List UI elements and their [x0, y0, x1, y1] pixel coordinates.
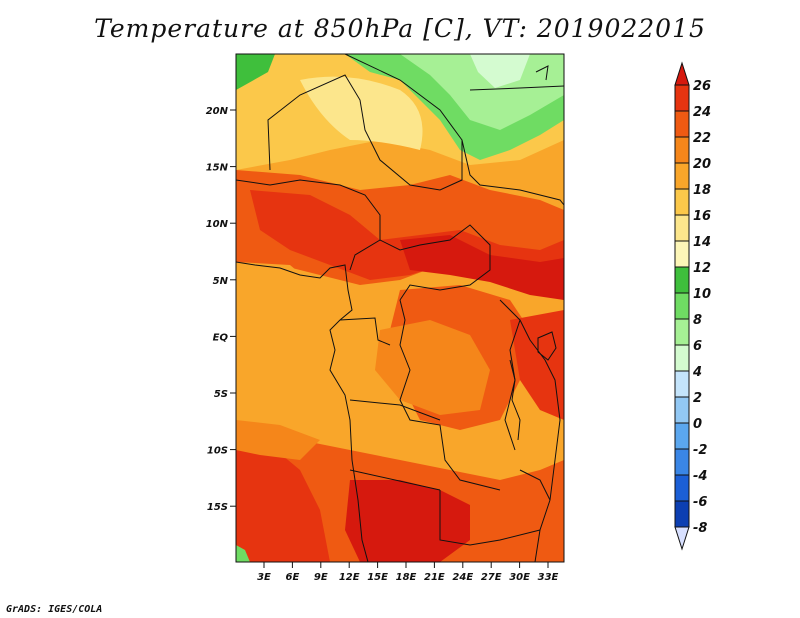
- latitude-axis: 20N 15N 10N 5N EQ 5S 10S 15S: [206, 106, 236, 513]
- colorbar-swatch: [674, 110, 690, 138]
- field-atlantic: [236, 262, 345, 430]
- lat-label: 10N: [206, 219, 229, 230]
- colorbar-swatch: [674, 396, 690, 424]
- lat-label: 15N: [206, 163, 229, 174]
- colorbar-label: 24: [693, 105, 711, 120]
- lon-label: 12E: [339, 572, 360, 583]
- border-angola: [349, 399, 441, 421]
- lake-tanganyika: [509, 359, 521, 441]
- colorbar-swatch: [674, 344, 690, 372]
- colorbar-swatch: [674, 292, 690, 320]
- lat-label: 5N: [213, 276, 229, 287]
- field-congo-inner: [375, 320, 490, 415]
- colorbar-label: 8: [693, 313, 702, 328]
- field-north-pale: [300, 76, 423, 150]
- border-gabon: [339, 317, 391, 346]
- colorbar-top-arrow: [674, 61, 690, 86]
- border-drc: [399, 299, 501, 491]
- lon-label: 18E: [396, 572, 417, 583]
- colorbar-label: 14: [693, 235, 711, 250]
- lon-label: 9E: [314, 572, 328, 583]
- colorbar-swatch: [674, 240, 690, 268]
- border-car: [379, 224, 491, 301]
- border-zambia: [439, 490, 541, 546]
- border-sudan: [461, 139, 564, 206]
- lat-label: 10S: [207, 446, 228, 457]
- border-egypt: [469, 85, 564, 91]
- colorbar-label: 0: [693, 417, 702, 432]
- field-cold-palest: [470, 54, 530, 88]
- east-coastline: [519, 319, 561, 562]
- field-sw-atlantic: [236, 440, 330, 562]
- lon-label: 30E: [509, 572, 530, 583]
- lon-label: 6E: [286, 572, 300, 583]
- colorbar-swatch: [674, 266, 690, 294]
- field-cold-lightgreen: [400, 54, 564, 130]
- coast-sinai: [535, 65, 549, 81]
- border-namibia: [349, 469, 441, 491]
- colorbar-label: 22: [693, 131, 711, 146]
- colorbar-label: 10: [693, 287, 711, 302]
- colorbar-label: 4: [692, 365, 702, 380]
- boundaries: [236, 54, 564, 562]
- lat-label: 5S: [214, 389, 228, 400]
- colorbar-swatch: [674, 188, 690, 216]
- colorbar-bottom-arrow: [674, 526, 690, 551]
- lat-label: EQ: [213, 332, 229, 343]
- colorbar-label: 12: [693, 261, 711, 276]
- chart-title: Temperature at 850hPa [C], VT: 201902201…: [94, 14, 706, 43]
- colorbar-label: -6: [693, 495, 707, 510]
- field-south-hottest: [345, 480, 470, 562]
- temperature-field: [236, 54, 564, 562]
- lat-label: 20N: [206, 106, 229, 117]
- colorbar-swatch: [674, 136, 690, 164]
- colorbar-label: 16: [693, 209, 711, 224]
- border-west-africa: [236, 179, 381, 271]
- lat-label: 15S: [207, 502, 228, 513]
- credit-text: GrADS: IGES/COLA: [6, 604, 103, 615]
- lon-label: 27E: [481, 572, 502, 583]
- colorbar-swatch: [674, 162, 690, 190]
- colorbar-label: 20: [693, 157, 711, 172]
- colorbar-label: 26: [693, 79, 711, 94]
- colorbar-swatch: [674, 474, 690, 502]
- colorbar-label: -2: [693, 443, 707, 458]
- lake-victoria: [537, 331, 557, 361]
- colorbar-label: -4: [693, 469, 707, 484]
- field-cold-sw: [236, 545, 250, 562]
- lon-label: 24E: [452, 572, 473, 583]
- lon-label: 33E: [538, 572, 559, 583]
- field-sahel-hottest: [400, 235, 564, 300]
- colorbar-swatch: [674, 422, 690, 450]
- border-great-lakes: [499, 299, 521, 451]
- map-frame: [235, 53, 565, 563]
- colorbar-label: 2: [693, 391, 702, 406]
- longitude-axis: 3E 6E 9E 12E 15E 18E 21E 24E 27E 30E 33E: [257, 562, 559, 583]
- colorbar-label: 18: [693, 183, 711, 198]
- colorbar-swatch: [674, 448, 690, 476]
- field-atlantic-south: [236, 420, 320, 460]
- field-east-hot: [510, 310, 564, 420]
- colorbar-swatch: [674, 84, 690, 112]
- lon-label: 3E: [257, 572, 271, 583]
- colorbar-swatch: [674, 500, 690, 528]
- colorbar-swatch: [674, 370, 690, 398]
- field-cold-nw: [236, 54, 275, 90]
- colorbar-swatch: [674, 318, 690, 346]
- colorbar-label: 6: [693, 339, 702, 354]
- colorbar-swatch: [674, 214, 690, 242]
- border-mozambique: [519, 469, 551, 501]
- border-sahara: [267, 54, 463, 191]
- colorbar-label: -8: [693, 521, 707, 536]
- lon-label: 15E: [367, 572, 388, 583]
- lon-label: 21E: [424, 572, 445, 583]
